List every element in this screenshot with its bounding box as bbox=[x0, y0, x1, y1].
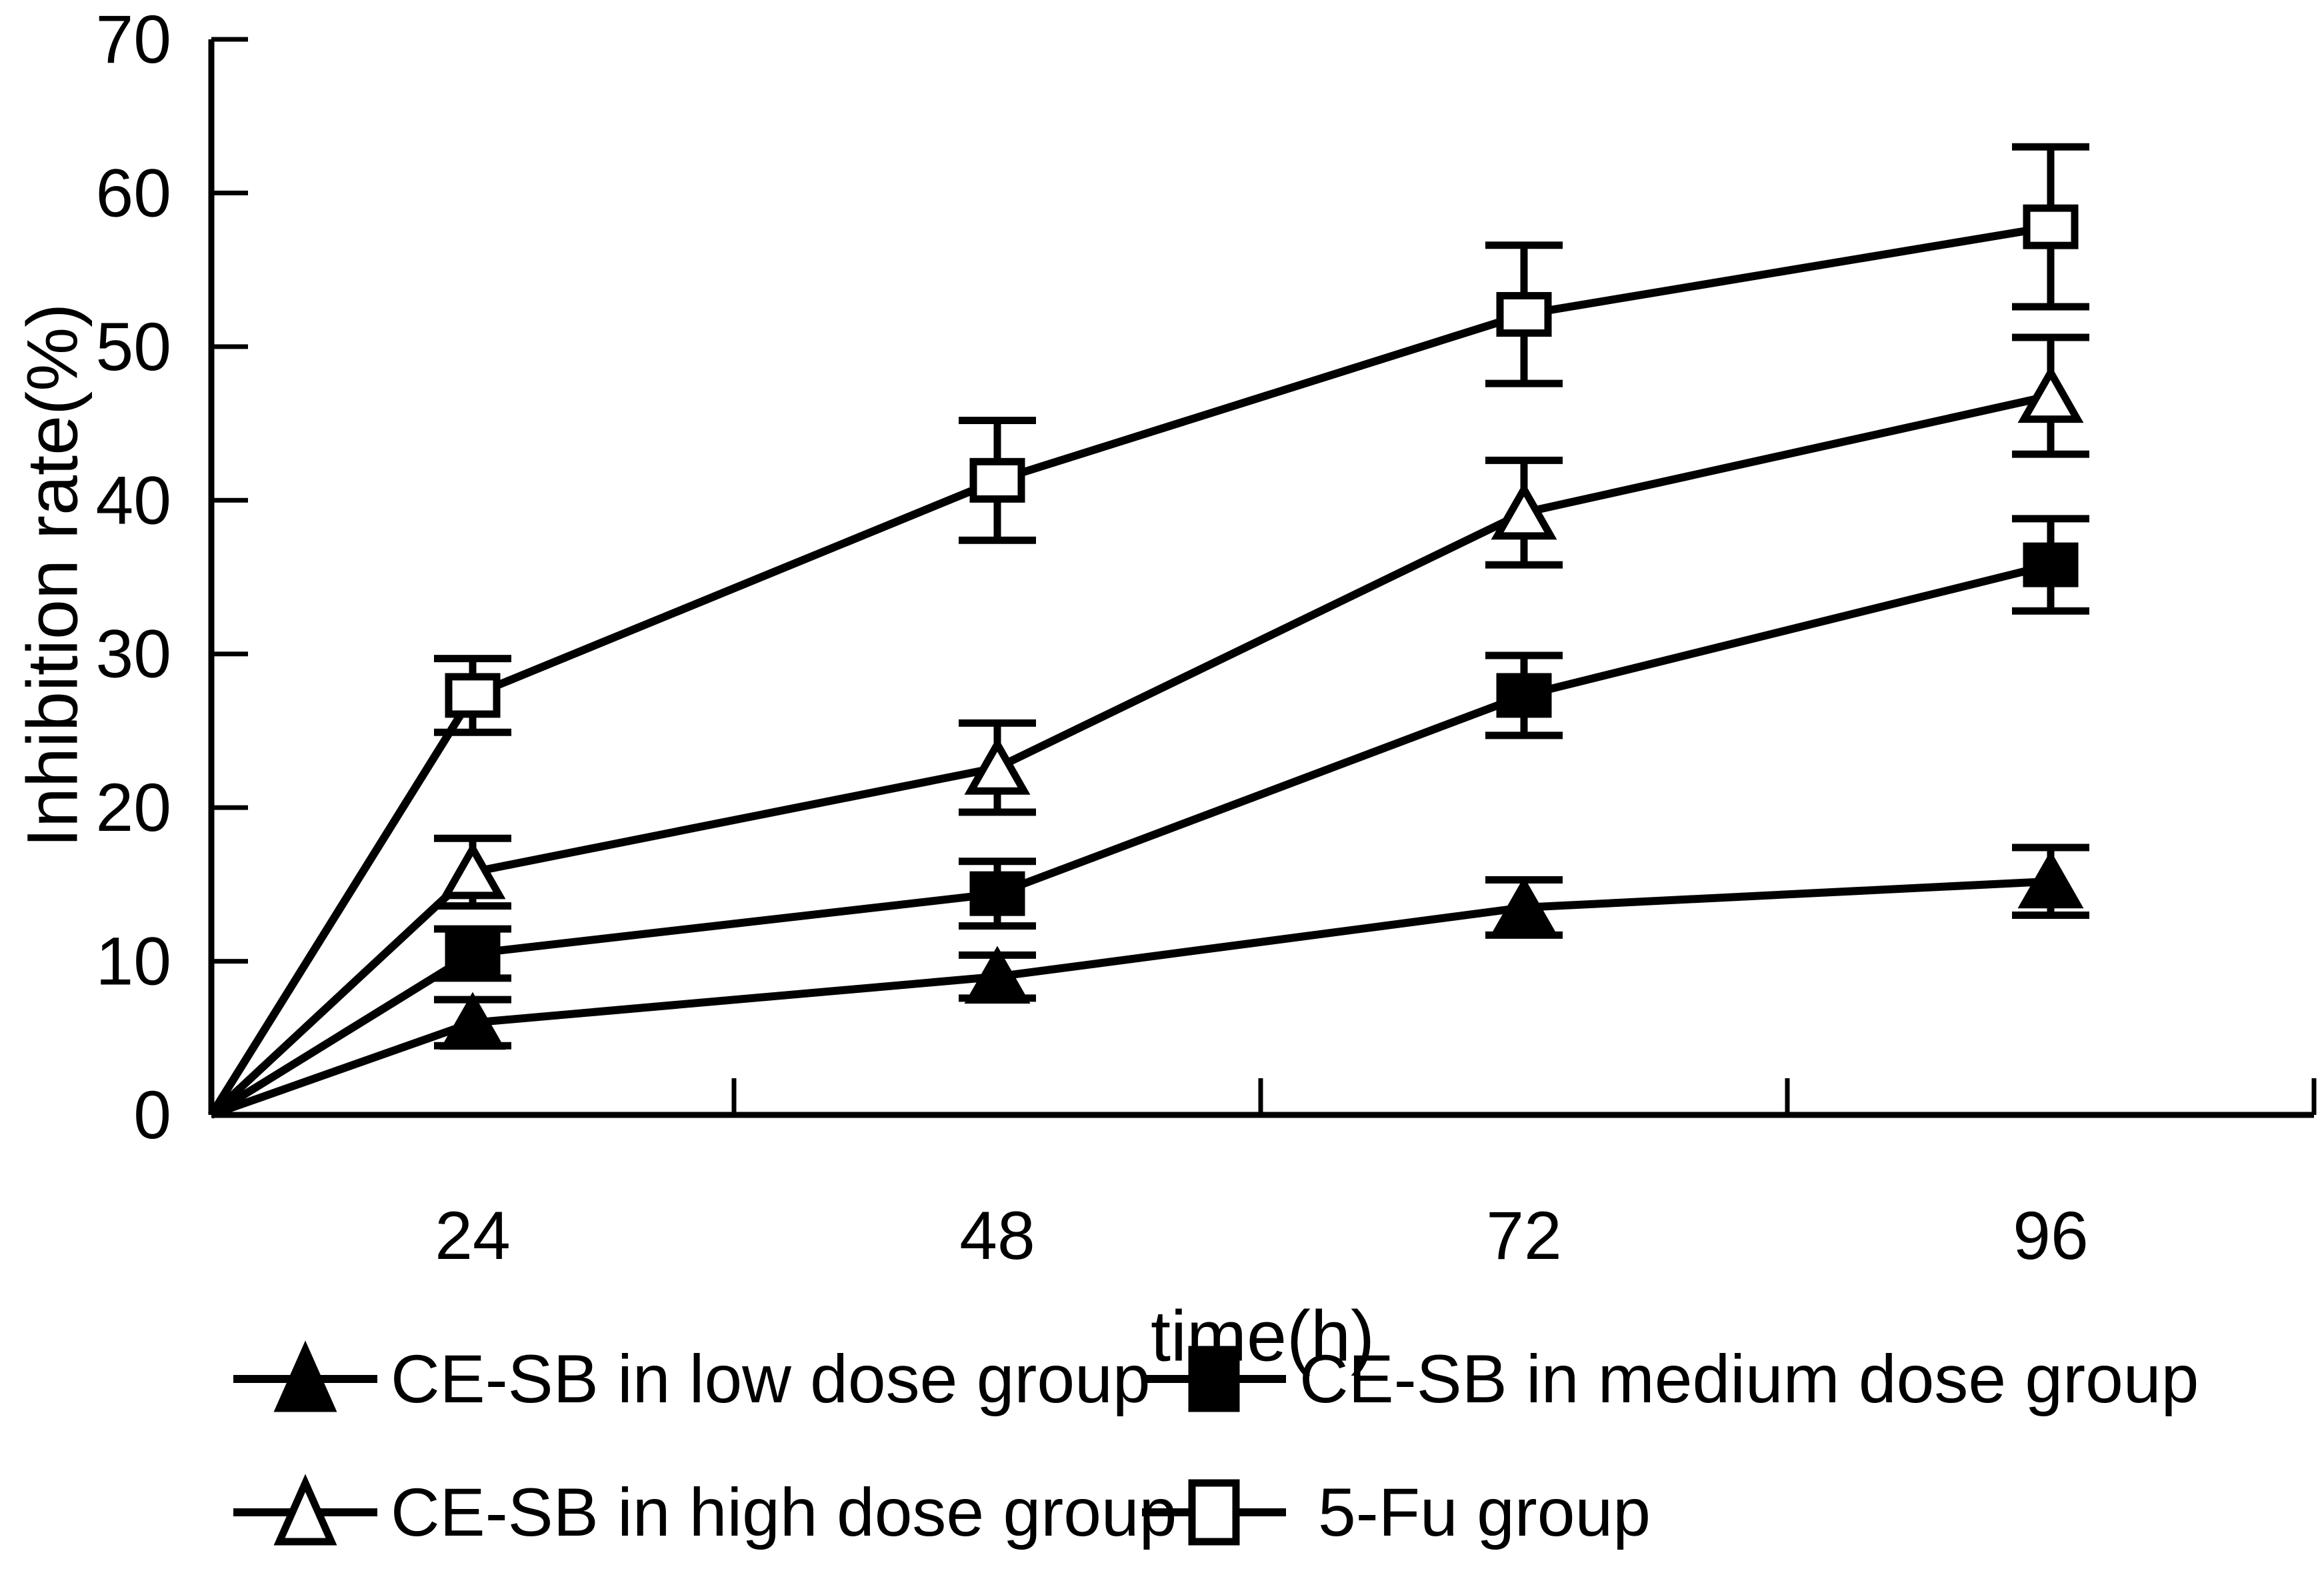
marker-open-triangle bbox=[964, 737, 1031, 795]
marker-open-square bbox=[445, 673, 501, 718]
marker-filled-square bbox=[2023, 542, 2079, 587]
legend-marker-open-triangle bbox=[273, 1474, 337, 1546]
x-axis-title: time(h) bbox=[1151, 1296, 1375, 1376]
x-tick-label: 48 bbox=[959, 1198, 1035, 1274]
marker-filled-triangle bbox=[964, 946, 1031, 1004]
y-tick-label: 30 bbox=[96, 616, 171, 692]
legend-label: CE-SB in high dose group bbox=[391, 1474, 1177, 1550]
y-tick-label: 70 bbox=[96, 1, 171, 77]
y-tick-label: 20 bbox=[96, 769, 171, 846]
x-tick-label: 96 bbox=[2013, 1198, 2088, 1274]
marker-open-triangle bbox=[439, 841, 506, 900]
y-tick-label: 40 bbox=[96, 462, 171, 538]
marker-open-square bbox=[1496, 291, 1552, 337]
legend-marker-filled-square bbox=[1188, 1346, 1240, 1412]
marker-filled-square bbox=[445, 931, 501, 976]
legend-label: CE-SB in medium dose group bbox=[1299, 1341, 2199, 1417]
x-tick-label: 72 bbox=[1486, 1198, 1561, 1274]
marker-filled-square bbox=[1496, 673, 1552, 718]
marker-filled-triangle bbox=[1491, 876, 1557, 935]
marker-open-square bbox=[2023, 204, 2079, 249]
y-tick-label: 0 bbox=[133, 1077, 171, 1153]
legend-label: 5-Fu group bbox=[1318, 1474, 1651, 1550]
y-tick-label: 50 bbox=[96, 309, 171, 385]
marker-filled-triangle bbox=[2017, 850, 2084, 909]
legend-marker-open-square bbox=[1188, 1479, 1240, 1546]
series-line-3 bbox=[208, 391, 2052, 1118]
marker-filled-triangle bbox=[439, 992, 506, 1050]
marker-open-square bbox=[969, 457, 1025, 503]
legend-marker-filled-triangle bbox=[273, 1340, 337, 1412]
y-tick-label: 10 bbox=[96, 924, 171, 1000]
x-tick-label: 24 bbox=[435, 1198, 510, 1274]
marker-open-triangle bbox=[1491, 481, 1557, 540]
y-axis-title: Inhibition rate(%) bbox=[12, 303, 93, 848]
marker-open-triangle bbox=[2017, 365, 2084, 423]
marker-filled-square bbox=[969, 871, 1025, 916]
y-tick-label: 60 bbox=[96, 155, 171, 231]
legend-label: CE-SB in low dose group bbox=[391, 1341, 1151, 1417]
